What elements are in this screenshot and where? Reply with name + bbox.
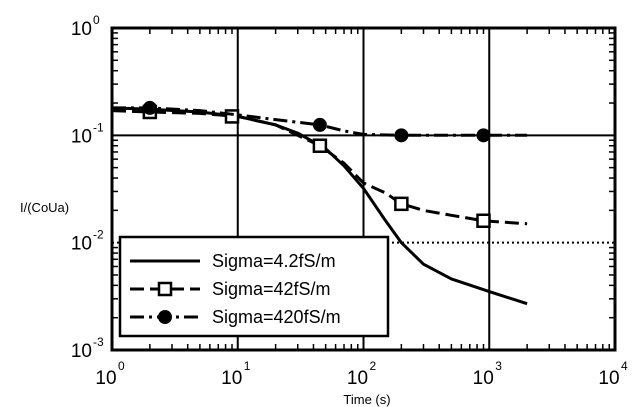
y-tick-label: 10: [71, 126, 92, 147]
legend-marker-2: [157, 281, 173, 297]
data-point: [142, 100, 157, 115]
legend-label-3: Sigma=420fS/m: [212, 307, 341, 327]
data-point: [224, 109, 240, 124]
x-tick-exponent: 0: [118, 359, 125, 373]
y-tick-label: 10: [71, 341, 92, 362]
data-point: [394, 196, 409, 212]
series-layer: [111, 100, 528, 306]
y-tick-exponent: -2: [93, 228, 104, 242]
y-axis-label: I/(CoUa): [20, 200, 69, 215]
x-tick-label: 10: [598, 368, 619, 389]
series-3: [112, 100, 528, 143]
series-2: [111, 104, 528, 229]
x-tick-label: 10: [221, 368, 242, 389]
y-tick-exponent: -1: [93, 120, 104, 134]
x-tick-exponent: 3: [495, 359, 502, 373]
y-tick-label: 10: [71, 19, 92, 40]
x-tick-label: 10: [347, 368, 368, 389]
x-tick-label: 10: [95, 368, 116, 389]
x-tick-label: 10: [473, 368, 494, 389]
data-point: [476, 128, 491, 143]
legend-marker-3: [158, 310, 172, 324]
series-line: [111, 109, 528, 226]
x-tick-exponent: 2: [370, 359, 377, 373]
legend-label-1: Sigma=4.2fS/m: [212, 251, 336, 271]
data-point: [312, 117, 327, 132]
y-tick-exponent: 0: [93, 13, 100, 27]
data-point: [476, 213, 491, 229]
plot-border: [110, 26, 617, 352]
y-tick-exponent: -3: [93, 335, 104, 349]
data-point: [394, 128, 409, 143]
series-line: [112, 106, 528, 137]
legend: Sigma=4.2fS/m Sigma=42fS/m Sigma=420fS/m: [118, 235, 390, 338]
legend-label-2: Sigma=42fS/m: [212, 279, 331, 299]
x-tick-exponent: 1: [244, 359, 251, 373]
x-axis-label: Time (s): [343, 392, 390, 407]
y-tick-label: 10: [71, 234, 92, 255]
x-tick-exponent: 4: [621, 359, 628, 373]
data-point: [312, 138, 328, 153]
plot-frame: [110, 26, 617, 352]
